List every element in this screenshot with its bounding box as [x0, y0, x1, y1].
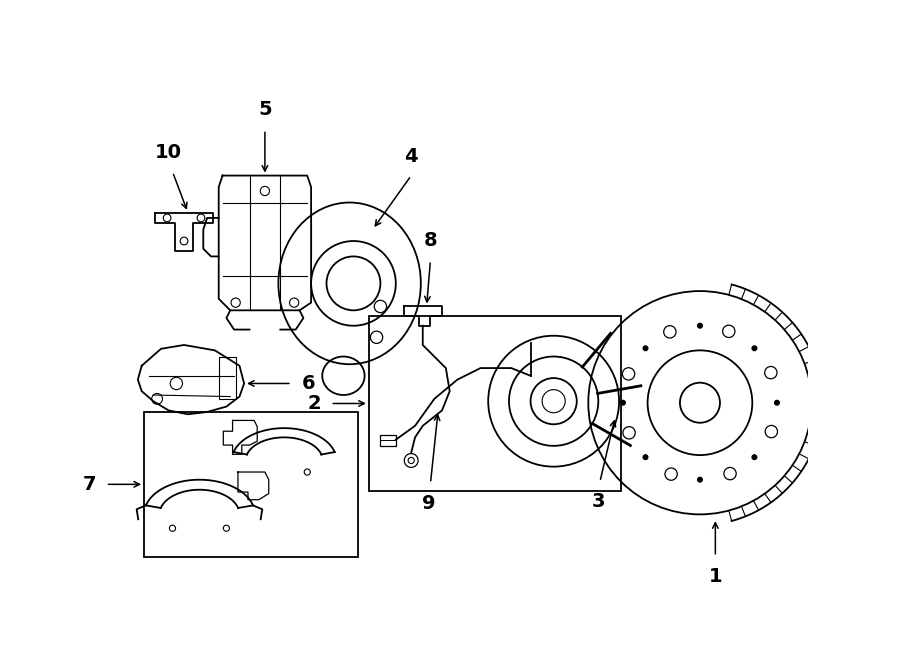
Bar	[144, 412, 358, 557]
Text: 2: 2	[308, 394, 321, 413]
Text: 1: 1	[708, 566, 722, 586]
Circle shape	[644, 455, 648, 459]
Circle shape	[698, 323, 702, 328]
Bar	[369, 317, 621, 491]
Circle shape	[752, 346, 757, 350]
Circle shape	[698, 477, 702, 482]
Text: 4: 4	[404, 147, 418, 165]
Bar	[219, 356, 236, 399]
Text: 5: 5	[258, 100, 272, 120]
Circle shape	[621, 401, 626, 405]
Text: 10: 10	[155, 143, 182, 162]
Text: 6: 6	[302, 374, 316, 393]
Text: 8: 8	[424, 231, 437, 251]
Text: 7: 7	[83, 475, 96, 494]
Circle shape	[775, 401, 779, 405]
Circle shape	[752, 455, 757, 459]
Bar	[381, 435, 396, 446]
Text: 3: 3	[591, 492, 605, 511]
Circle shape	[644, 346, 648, 350]
Text: 9: 9	[422, 494, 436, 512]
